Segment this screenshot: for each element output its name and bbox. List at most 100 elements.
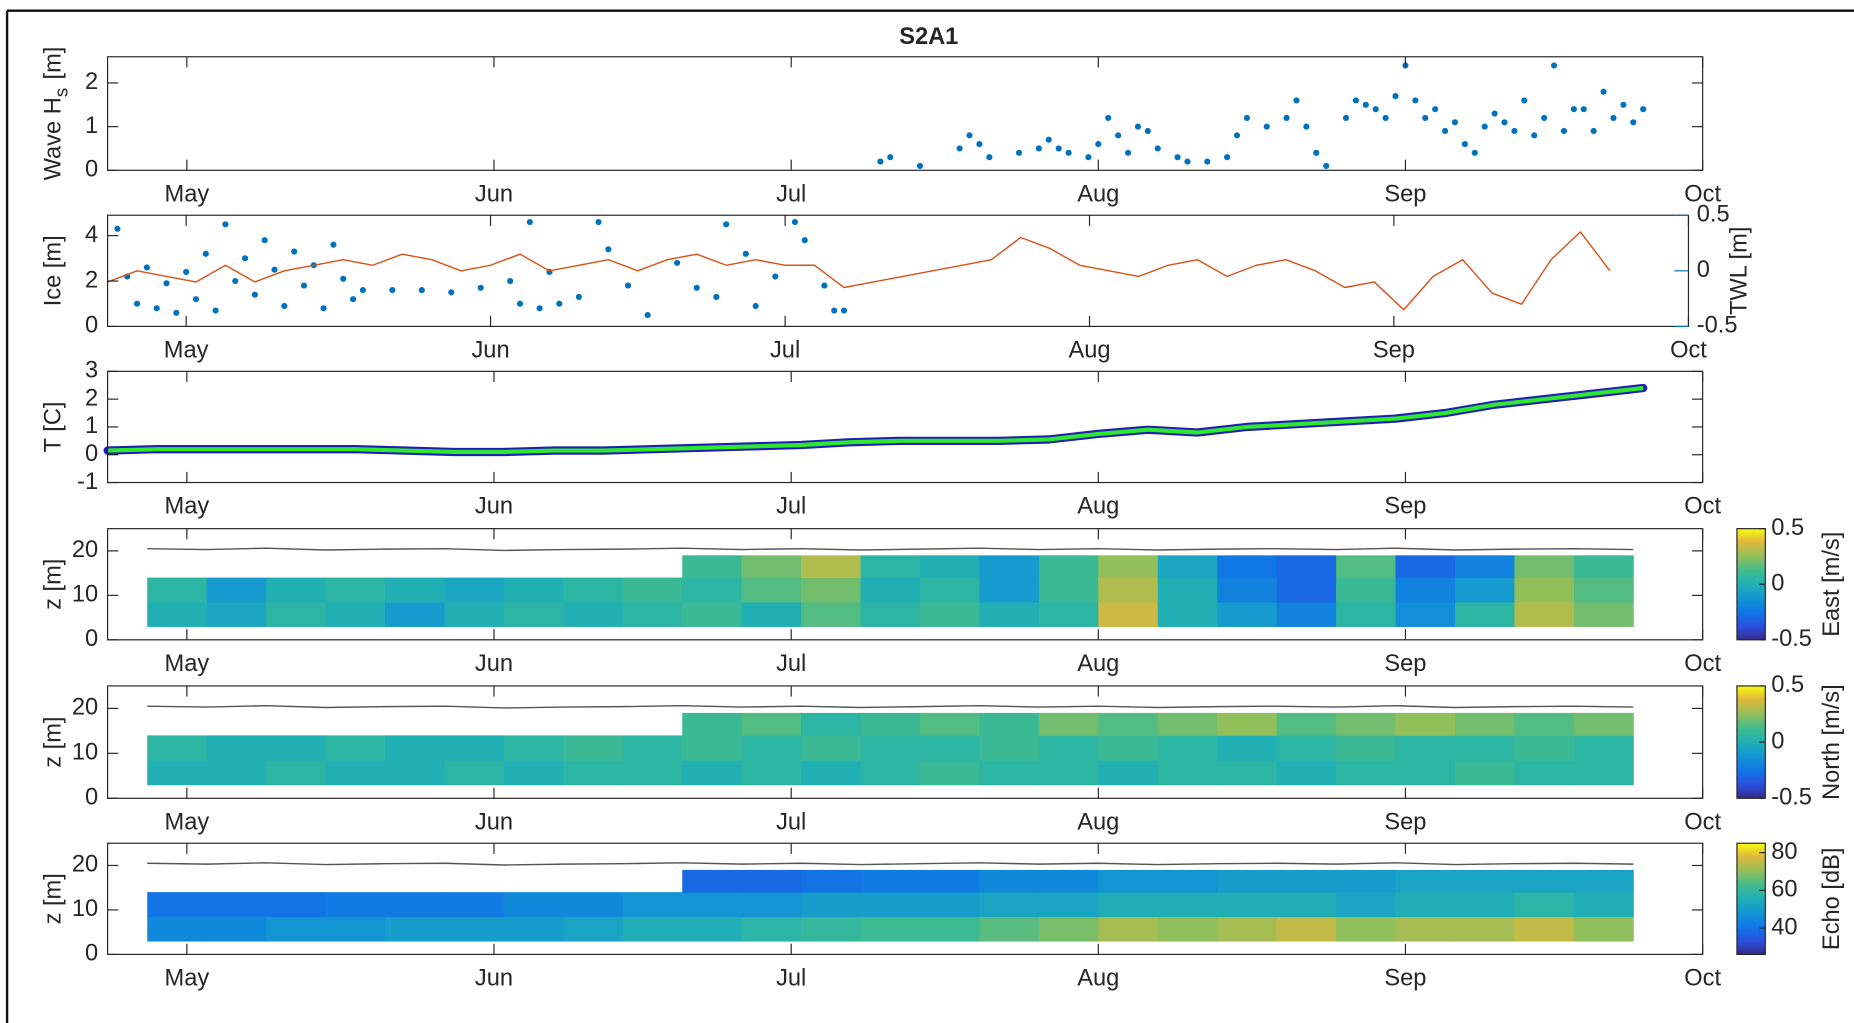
x-tick-label: May [164, 337, 209, 363]
heatmap-cell [622, 760, 683, 786]
y-axis-label: Wave Hs [m] [41, 47, 73, 181]
y-axis-label-part: s [52, 88, 73, 97]
heatmap-cell [860, 916, 921, 942]
heatmap-cell [979, 735, 1040, 761]
heatmap-cell [206, 577, 267, 603]
data-point [1610, 114, 1617, 121]
data-point [192, 296, 200, 303]
heatmap-cell [1514, 555, 1575, 579]
heatmap-cell [1395, 712, 1456, 736]
data-point [1045, 136, 1052, 143]
x-tick-label: Jul [776, 494, 806, 520]
heatmap-cell [1038, 555, 1099, 579]
heatmap-cell [206, 892, 267, 918]
heatmap-cell [1573, 712, 1634, 736]
data-point [723, 221, 730, 228]
heatmap-cell [1098, 916, 1159, 942]
data-point [1174, 154, 1181, 161]
plot-area [107, 371, 1703, 483]
heatmap-cell [1157, 892, 1218, 918]
heatmap-cell [384, 892, 445, 918]
heatmap-cell [1573, 760, 1634, 786]
colorbar-label: Echo [dB] [1819, 848, 1845, 951]
y-tick-label: 10 [72, 582, 98, 608]
y-tick-label: 0 [85, 441, 98, 467]
heatmap-cell [1514, 577, 1575, 603]
data-point [1154, 145, 1161, 152]
data-point [1283, 114, 1290, 121]
heatmap-cell [682, 916, 743, 942]
data-point [1224, 154, 1231, 161]
heatmap-cell [801, 602, 862, 627]
heatmap-cell [979, 916, 1040, 942]
data-point [575, 293, 582, 300]
heatmap-cell [384, 577, 445, 603]
axes-box [107, 842, 1704, 955]
heatmap-cell [325, 602, 386, 627]
heatmap-cell [1098, 577, 1159, 603]
heatmap-cell [503, 735, 564, 761]
colorbar-tick-label: 0 [1771, 570, 1784, 596]
x-tick-label: May [165, 809, 210, 835]
panel: S2A1 May Jun Jul Aug Sep Oct 0 1 2 Wave Hs [m] [41, 24, 1722, 207]
x-tick-label: Jul [776, 965, 806, 991]
data-point [986, 154, 993, 161]
plot-content [107, 218, 1611, 319]
heatmap-cell [801, 555, 862, 579]
data-point [791, 218, 799, 226]
data-point [887, 154, 894, 161]
colorbar-tick-label: 80 [1771, 839, 1797, 865]
heatmap-cell [1395, 577, 1456, 603]
colorbar-tick-label: 60 [1771, 877, 1797, 903]
y-axis-label-part: z [m] [41, 873, 67, 924]
data-point [840, 307, 848, 314]
y-tick-label: 1 [85, 413, 98, 439]
colorbar-tick-label: 0 [1771, 728, 1784, 754]
x-tick-label: Aug [1077, 181, 1119, 207]
heatmap-cell [1157, 760, 1218, 786]
plot-content [103, 383, 1648, 457]
heatmap-cell [860, 602, 921, 627]
x-tick-label: Jul [776, 181, 806, 207]
data-point [772, 273, 779, 280]
heatmap-cell [979, 712, 1040, 736]
y-tick-label: 2 [85, 69, 98, 95]
data-point [1432, 106, 1439, 113]
data-point [1640, 106, 1647, 113]
heatmap-cell [1098, 602, 1159, 627]
heatmap-cell [1276, 602, 1337, 627]
data-point [232, 277, 239, 285]
y-tick-label: 10 [72, 740, 98, 766]
heatmap-cell [919, 892, 980, 918]
heatmap-cell [266, 577, 327, 603]
data-point [1144, 127, 1151, 135]
data-point [831, 307, 838, 314]
heatmap-cell [801, 735, 862, 761]
data-point [133, 300, 141, 307]
heatmap-cell [444, 735, 505, 761]
heatmap-cell [979, 892, 1040, 918]
heatmap-cell [503, 602, 564, 627]
heatmap-cell [1573, 735, 1634, 761]
plot-content [147, 547, 1634, 627]
heatmap-cell [741, 869, 802, 893]
data-point [516, 300, 524, 307]
heatmap-cell [801, 712, 862, 736]
y-axis-label-part: T [C] [41, 402, 67, 453]
y-tick-label: 0 [85, 157, 98, 183]
heatmap-cell [206, 760, 267, 786]
heatmap-cell [1098, 555, 1159, 579]
data-point [143, 264, 150, 271]
data-point [1560, 127, 1568, 135]
heatmap-cell [1098, 869, 1159, 893]
data-point [1134, 123, 1142, 130]
plot-area [107, 56, 1703, 171]
heatmap-cell [1098, 735, 1159, 761]
heatmap-cell [384, 916, 445, 942]
heatmap-cell [622, 735, 683, 761]
data-point [1471, 149, 1478, 156]
heatmap-cell [1336, 555, 1397, 579]
heatmap-cell [1514, 892, 1575, 918]
data-point [821, 282, 828, 289]
heatmap-cell [919, 760, 980, 786]
